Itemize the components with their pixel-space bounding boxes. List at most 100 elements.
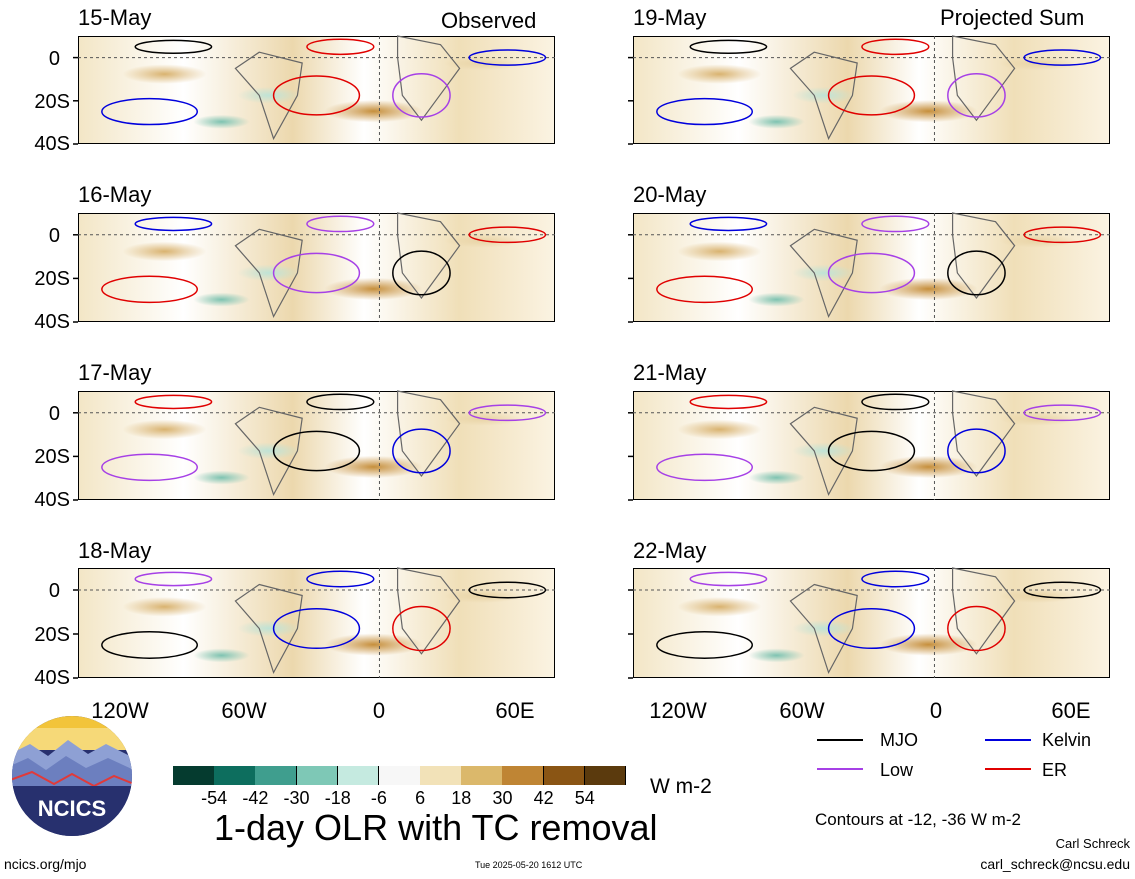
contour-line <box>101 631 199 659</box>
lat-label-20s: 20S <box>34 624 70 646</box>
map-panel-22-may <box>633 568 1110 678</box>
panel-date-15-may: 15-May <box>78 5 152 30</box>
contour-line <box>689 571 768 587</box>
map-panel-19-may <box>633 36 1110 144</box>
contour-line <box>1023 404 1102 422</box>
africa-outline <box>396 390 461 478</box>
contour-line <box>468 49 547 66</box>
legend-kelvin-label: Kelvin <box>1042 730 1092 750</box>
map-panel-18-may <box>78 568 555 678</box>
colorbar-cell <box>378 766 421 785</box>
contour-line <box>101 97 199 126</box>
lon-label-0: 0 <box>372 698 386 723</box>
colorbar-tick-label: 6 <box>415 788 426 808</box>
legend-low-label: Low <box>880 760 914 780</box>
ncics-logo-graphic: NCICS <box>12 716 132 836</box>
contour-line <box>1023 581 1102 599</box>
panel-date-17-may: 17-May <box>78 360 152 385</box>
lat-label-40s: 40S <box>34 489 70 511</box>
africa-outline <box>396 212 461 300</box>
contour-line <box>272 430 361 472</box>
timestamp: Tue 2025-05-20 1612 UTC <box>475 860 583 870</box>
africa-outline <box>951 35 1016 122</box>
legend-er-label: ER <box>1042 760 1068 780</box>
contour-line <box>827 430 916 472</box>
colorbar-tick-label: -18 <box>324 788 351 808</box>
colorbar-tick-label: -54 <box>201 788 228 808</box>
lat-label-0: 0 <box>48 403 60 425</box>
lon-label-60w: 60W <box>221 698 267 723</box>
south-america-outline <box>234 406 303 497</box>
map-panel-20-may <box>633 213 1110 322</box>
legend-kelvin-line <box>985 739 1031 741</box>
contour-line <box>827 607 916 650</box>
panel-date-22-may: 22-May <box>633 538 707 563</box>
colorbar-cell <box>296 766 339 785</box>
author-email: carl_schreck@ncsu.edu <box>980 856 1130 872</box>
contour-line <box>947 605 1006 652</box>
lon-label-60e: 60E <box>1051 698 1091 723</box>
lat-label-20s: 20S <box>34 91 70 113</box>
lon-label-120w: 120W <box>649 698 707 723</box>
africa-outline <box>951 212 1016 300</box>
contour-line <box>392 73 451 118</box>
africa-outline <box>951 390 1016 478</box>
colorbar-units: W m-2 <box>650 775 712 798</box>
lat-label-0: 0 <box>48 48 60 70</box>
contour-line <box>656 453 753 482</box>
contour-line <box>392 428 451 474</box>
map-panel-21-may <box>633 391 1110 500</box>
contour-line <box>689 39 768 55</box>
colorbar-tick-label: 30 <box>492 788 513 808</box>
figure-title: 1-day OLR with TC removal <box>214 807 658 848</box>
colorbar-cell <box>461 766 503 785</box>
colorbar-cell <box>255 766 298 785</box>
contour-line <box>861 38 930 56</box>
panel-date-18-may: 18-May <box>78 538 152 563</box>
contour-line <box>827 75 916 116</box>
south-america-outline <box>789 583 858 675</box>
lon-label-60e: 60E <box>495 698 535 723</box>
contour-line <box>468 226 547 244</box>
africa-outline <box>396 35 461 122</box>
legend-mjo-label: MJO <box>880 730 918 750</box>
observed-label: Observed <box>441 8 537 33</box>
contour-line <box>392 250 451 296</box>
contour-line <box>272 252 361 294</box>
lon-label-120w: 120W <box>91 698 149 723</box>
colorbar-tick-label: 54 <box>574 788 595 808</box>
contour-line <box>827 252 916 294</box>
contour-line <box>861 215 930 233</box>
contour-line <box>134 39 213 55</box>
colorbar-tick-label: -42 <box>242 788 269 808</box>
contour-line <box>306 38 375 56</box>
south-america-outline <box>789 406 858 497</box>
lat-label-0: 0 <box>48 580 60 602</box>
contour-line <box>306 570 375 588</box>
contour-line <box>689 216 768 232</box>
contour-line <box>101 453 199 482</box>
map-panel-15-may <box>78 36 555 144</box>
map-panel-17-may <box>78 391 555 500</box>
panel-date-21-may: 21-May <box>633 360 707 385</box>
contour-line <box>134 394 213 410</box>
colorbar-cell <box>173 766 215 785</box>
colorbar-tick-label: 18 <box>451 788 472 808</box>
projected-sum-label: Projected Sum <box>940 5 1085 30</box>
south-america-outline <box>789 51 858 141</box>
author-name: Carl Schreck <box>1055 836 1130 851</box>
contour-line <box>861 393 930 411</box>
contour-line <box>134 216 213 232</box>
lon-label-0: 0 <box>929 698 943 723</box>
lat-label-40s: 40S <box>34 311 70 333</box>
panel-date-20-may: 20-May <box>633 182 707 207</box>
panel-date-19-may: 19-May <box>633 5 707 30</box>
lat-label-40s: 40S <box>34 667 70 689</box>
logo-text: NCICS <box>38 796 106 821</box>
south-america-outline <box>234 228 303 319</box>
africa-outline <box>396 567 461 655</box>
legend-mjo-line <box>817 739 863 741</box>
website-link[interactable]: ncics.org/mjo <box>4 856 87 872</box>
lat-label-20s: 20S <box>34 268 70 290</box>
